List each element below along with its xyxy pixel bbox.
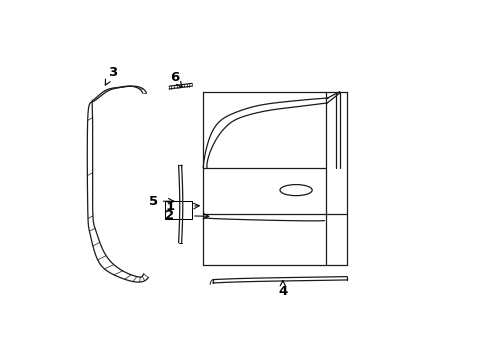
Text: 6: 6 [170,71,182,87]
Text: 4: 4 [278,280,287,298]
Text: 3: 3 [105,66,117,85]
Text: 2: 2 [165,210,174,222]
Text: 1: 1 [165,200,174,213]
Text: 5: 5 [149,195,158,208]
